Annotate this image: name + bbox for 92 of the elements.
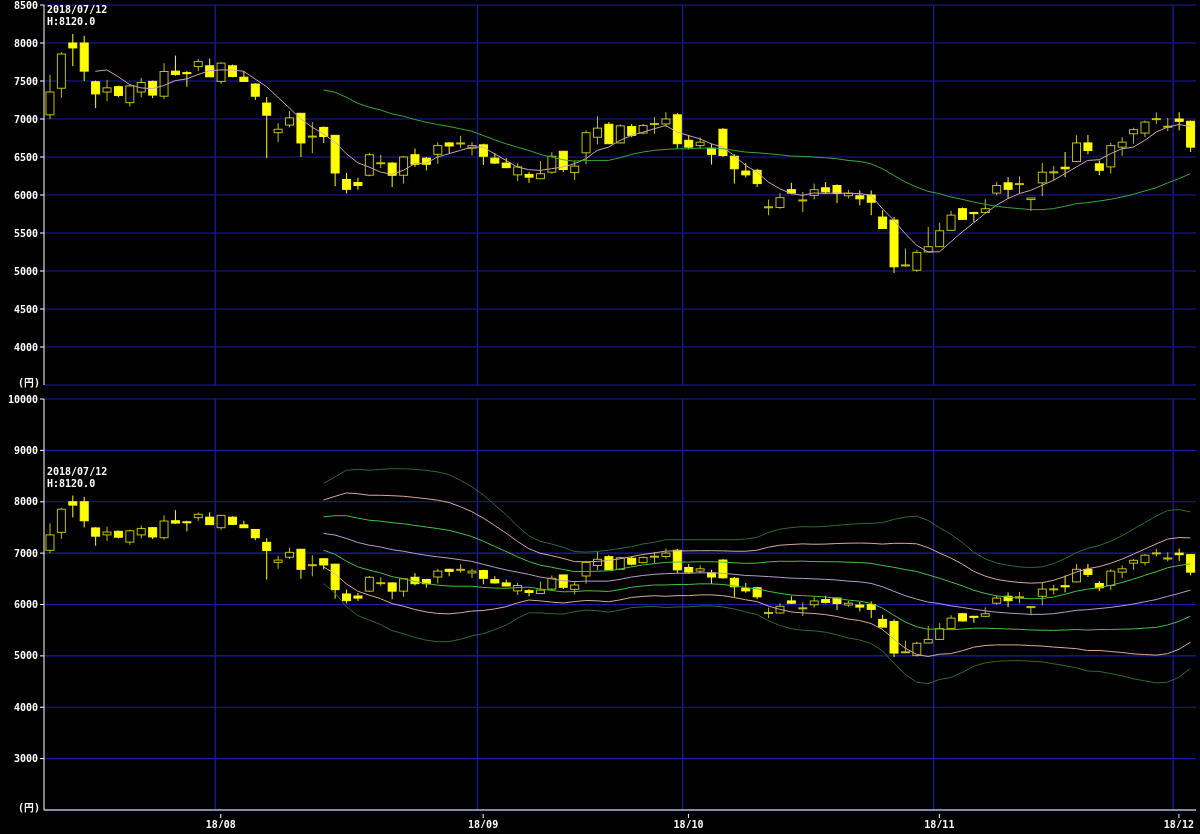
y-tick-label: 6500 <box>13 151 38 163</box>
y-tick-label: 8500 <box>13 0 38 11</box>
x-tick-label: 18/11 <box>924 819 955 830</box>
candlestick <box>729 153 739 185</box>
y-tick-label: 8000 <box>13 496 38 508</box>
candlestick <box>296 548 306 580</box>
candlestick <box>1174 111 1184 131</box>
candlestick <box>273 122 283 143</box>
y-tick-label: 6000 <box>13 599 38 611</box>
candlestick <box>1026 606 1036 616</box>
candlestick <box>1060 574 1070 593</box>
x-tick-label: 18/10 <box>673 819 704 830</box>
candlestick <box>56 507 66 540</box>
y-tick-label: 9000 <box>13 444 38 456</box>
candlestick <box>467 568 477 579</box>
y-tick-label: 3000 <box>13 753 38 765</box>
candlestick <box>912 249 922 273</box>
y-tick-label: 4000 <box>13 341 38 353</box>
line-series <box>322 532 1191 615</box>
candlestick <box>353 177 363 191</box>
candlestick <box>102 79 112 102</box>
candlestick <box>91 80 101 109</box>
line-series <box>322 583 1191 685</box>
y-tick-label: 5000 <box>13 650 38 662</box>
y-tick-label: 7000 <box>13 113 38 125</box>
candlestick <box>182 70 192 88</box>
candlestick <box>68 33 78 67</box>
candlestick <box>159 514 169 541</box>
candlestick <box>900 248 910 268</box>
candlestick <box>68 495 78 518</box>
y-tick-label: 7500 <box>13 75 38 87</box>
y-tick-label: 4000 <box>13 701 38 713</box>
candlestick <box>307 121 317 154</box>
line-series <box>322 468 1191 569</box>
line-series <box>322 515 1191 600</box>
candlestick <box>79 496 89 528</box>
y-tick-label: 5000 <box>13 265 38 277</box>
line-series <box>322 492 1191 584</box>
annotation: 2018/07/12 H:8120.0 <box>47 3 108 28</box>
candlestick <box>1060 151 1070 178</box>
candlestick <box>946 210 956 231</box>
candlestick <box>592 115 602 145</box>
y-tick-label: 5500 <box>13 227 38 239</box>
candlestick <box>1072 134 1082 163</box>
candlestick <box>102 526 112 542</box>
candlestick <box>262 96 272 159</box>
y-tick-label: 7000 <box>13 547 38 559</box>
candlestick <box>798 191 808 213</box>
candlestick <box>307 554 317 577</box>
candlestick <box>1186 553 1196 576</box>
y-axis-title: (円) <box>16 377 40 389</box>
y-tick-label: 8000 <box>13 37 38 49</box>
line-series <box>322 89 1191 211</box>
candlestick <box>387 161 397 188</box>
candlestick <box>205 58 215 78</box>
candlestick <box>399 155 409 185</box>
candlestick <box>1117 136 1127 157</box>
y-tick-label: 6000 <box>13 189 38 201</box>
candlestick <box>604 121 614 145</box>
candlestick <box>353 592 363 602</box>
x-tick-label: 18/09 <box>468 819 499 830</box>
candlestick <box>273 555 283 570</box>
candlestick <box>410 148 420 168</box>
candlestick <box>262 537 272 581</box>
y-axis-title: (円) <box>16 802 40 814</box>
candlestick <box>524 588 534 597</box>
candlestick <box>1026 197 1036 212</box>
candlestick <box>170 55 180 77</box>
candlestick <box>570 159 580 181</box>
candlestick <box>342 172 352 194</box>
candlestick <box>1037 582 1047 606</box>
annotation: 2018/07/12 H:8120.0 <box>47 465 108 490</box>
candlestick <box>91 526 101 547</box>
candlestick <box>878 209 888 229</box>
candlestick <box>1037 162 1047 197</box>
x-tick-label: 18/12 <box>1163 819 1194 830</box>
candlestick <box>935 222 945 248</box>
candlestick <box>239 70 249 82</box>
x-tick-label: 18/08 <box>205 819 236 830</box>
y-tick-label: 10000 <box>7 393 38 405</box>
y-tick-label: 4500 <box>13 303 38 315</box>
candlestick <box>1083 134 1093 155</box>
candlestick <box>581 129 591 165</box>
candlestick <box>1106 142 1116 175</box>
candlestick <box>433 141 443 165</box>
candlestick <box>969 615 979 624</box>
candlestick <box>969 211 979 223</box>
candlestick <box>182 520 192 532</box>
candlestick <box>1083 563 1093 578</box>
candlestick <box>1003 176 1013 200</box>
candlestick <box>524 171 534 184</box>
candlestick <box>1106 568 1116 591</box>
